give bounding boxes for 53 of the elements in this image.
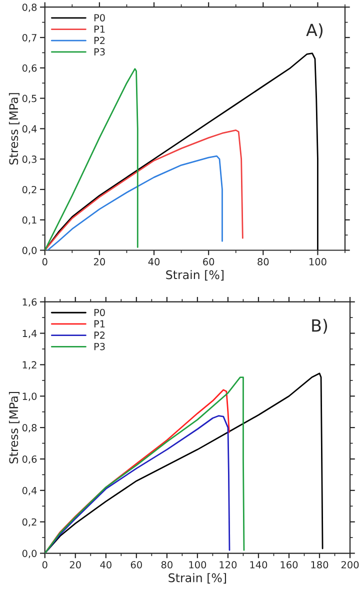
line-series bbox=[44, 415, 230, 554]
legend-label: P0 bbox=[94, 14, 105, 22]
y-tick-label: 1,2 bbox=[22, 361, 36, 370]
x-tick-label: 180 bbox=[311, 561, 328, 568]
line-series bbox=[44, 130, 244, 250]
y-tick-label: 0,8 bbox=[22, 4, 37, 12]
x-tick-label: 100 bbox=[189, 561, 206, 568]
x-tick-label: 120 bbox=[220, 561, 237, 568]
x-tick-label: 140 bbox=[250, 561, 268, 568]
annotation: B) bbox=[312, 318, 328, 334]
legend-label: P2 bbox=[94, 332, 105, 339]
x-tick-label: 40 bbox=[148, 258, 160, 266]
y-tick-label: 0,8 bbox=[22, 424, 37, 432]
y-tick-label: 0,4 bbox=[22, 486, 37, 496]
x-tick-label: 200 bbox=[341, 561, 359, 568]
x-tick-label: 160 bbox=[280, 561, 298, 568]
x-tick-label: 20 bbox=[70, 561, 81, 568]
legend-label: P3 bbox=[94, 342, 105, 350]
y-axis-title: Stress [MPa] bbox=[8, 93, 20, 165]
y-tick-label: 0,2 bbox=[22, 518, 36, 527]
legend-label: P2 bbox=[94, 36, 105, 44]
x-tick-label: 0 bbox=[42, 561, 48, 568]
x-tick-label: 60 bbox=[130, 561, 142, 568]
y-tick-label: 0,0 bbox=[22, 246, 37, 256]
y-tick-label: 0,6 bbox=[22, 455, 37, 464]
y-tick-label: 0,4 bbox=[22, 125, 37, 134]
y-tick-label: 0,3 bbox=[22, 156, 36, 164]
legend-label: P0 bbox=[94, 308, 105, 316]
x-tick-label: 80 bbox=[161, 561, 172, 568]
legend-label: P3 bbox=[94, 48, 105, 56]
annotation: A) bbox=[306, 23, 323, 38]
y-tick-label: 0,6 bbox=[22, 64, 37, 73]
x-tick-label: 20 bbox=[94, 258, 105, 266]
y-tick-label: 0,7 bbox=[22, 34, 36, 42]
y-tick-label: 0,1 bbox=[22, 216, 36, 225]
x-axis-title: Strain [%] bbox=[168, 573, 226, 584]
line-series bbox=[44, 68, 138, 250]
y-tick-label: 0,0 bbox=[22, 550, 37, 558]
x-tick-label: 100 bbox=[310, 258, 326, 266]
y-tick-label: 0,5 bbox=[22, 94, 36, 104]
legend-label: P1 bbox=[94, 26, 105, 33]
legend-label: P1 bbox=[94, 320, 105, 328]
x-tick-label: 40 bbox=[100, 561, 112, 568]
x-axis-title: Strain [%] bbox=[166, 270, 224, 281]
y-tick-label: 0,2 bbox=[22, 186, 36, 194]
line-series bbox=[46, 155, 223, 250]
x-tick-label: 80 bbox=[258, 258, 269, 266]
y-tick-label: 1,6 bbox=[22, 298, 37, 307]
y-tick-label: 1,0 bbox=[22, 392, 37, 401]
x-tick-label: 60 bbox=[203, 258, 214, 266]
y-tick-label: 1,4 bbox=[22, 330, 37, 338]
x-tick-label: 0 bbox=[42, 258, 48, 266]
y-axis-title: Stress [MPa] bbox=[8, 392, 20, 464]
